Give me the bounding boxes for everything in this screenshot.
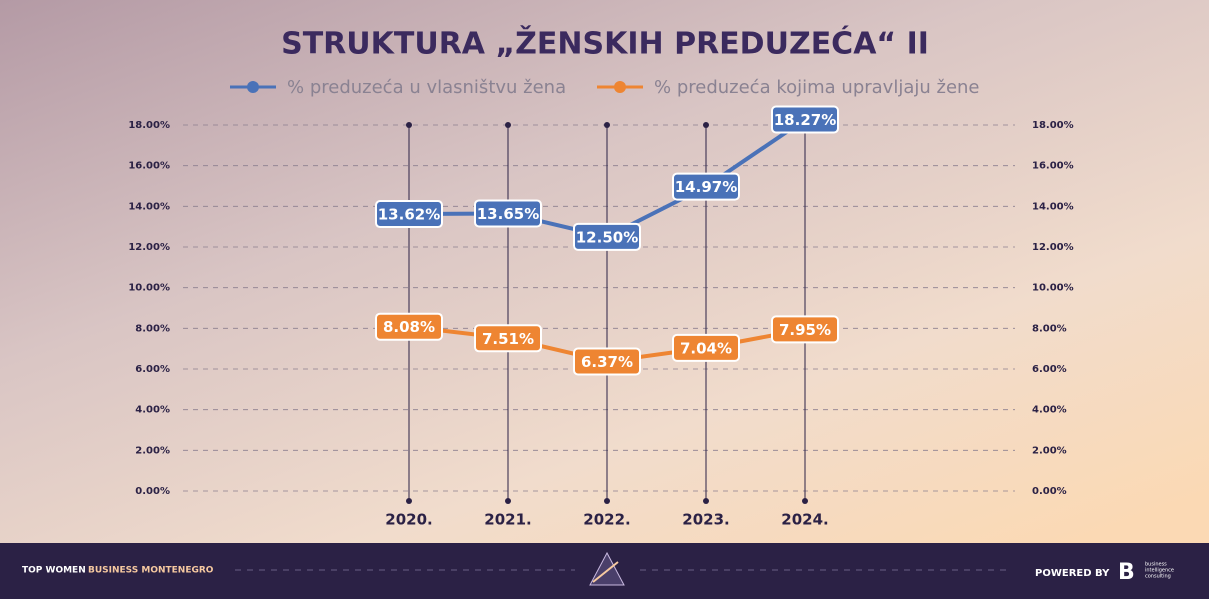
data-label-box (771, 105, 839, 134)
data-label-box (573, 347, 641, 376)
data-label: 13.62% (378, 206, 440, 224)
x-tick-label: 2022. (583, 511, 630, 529)
data-label: 7.51% (482, 330, 534, 348)
category-dot (604, 122, 610, 128)
data-label-box (474, 324, 542, 353)
y2-tick-label: 10.00% (1032, 283, 1074, 294)
y-tick-label: 8.00% (135, 323, 170, 334)
y-tick-label: 16.00% (128, 161, 170, 172)
y2-tick-label: 12.00% (1032, 242, 1074, 253)
y-tick-label: 6.00% (135, 364, 170, 375)
data-label: 18.27% (774, 111, 836, 129)
data-label: 14.97% (675, 178, 737, 196)
data-label-box (375, 200, 443, 229)
data-label: 13.65% (477, 205, 539, 223)
data-label-box (474, 199, 542, 228)
category-dot (703, 122, 709, 128)
y2-tick-label: 2.00% (1032, 445, 1067, 456)
x-tick-label: 2021. (484, 511, 531, 529)
footer-brand: TOP WOMEN (22, 566, 86, 576)
footer-logo-mark: B (1118, 560, 1135, 585)
x-tick-label: 2023. (682, 511, 729, 529)
footer-brand: BUSINESS MONTENEGRO (88, 566, 214, 576)
legend-label: % preduzeća kojima upravljaju žene (654, 77, 980, 98)
y-tick-label: 2.00% (135, 445, 170, 456)
y2-tick-label: 18.00% (1032, 120, 1074, 131)
y2-tick-label: 14.00% (1032, 201, 1074, 212)
legend-marker (614, 81, 626, 93)
data-label-box (573, 222, 641, 251)
category-dot (505, 122, 511, 128)
y-tick-label: 14.00% (128, 201, 170, 212)
y2-tick-label: 4.00% (1032, 405, 1067, 416)
category-dot (604, 498, 610, 504)
footer-logo (592, 561, 619, 583)
legend-label: % preduzeća u vlasništvu žena (287, 77, 566, 98)
category-dot (505, 498, 511, 504)
y-tick-label: 4.00% (135, 405, 170, 416)
data-label-box (375, 312, 443, 341)
footer-logo-text: intelligence (1145, 568, 1174, 574)
footer-logo-text: business (1145, 562, 1167, 568)
data-label-box (771, 315, 839, 344)
category-dot (802, 498, 808, 504)
y-tick-label: 18.00% (128, 120, 170, 131)
data-label: 7.04% (680, 339, 732, 357)
y-tick-label: 12.00% (128, 242, 170, 253)
footer-powered: POWERED BY (1035, 568, 1110, 579)
data-label: 12.50% (576, 228, 638, 246)
data-label: 8.08% (383, 318, 435, 336)
x-tick-label: 2020. (385, 511, 432, 529)
y2-tick-label: 0.00% (1032, 486, 1067, 497)
y2-tick-label: 16.00% (1032, 161, 1074, 172)
legend-marker (247, 81, 259, 93)
y2-tick-label: 6.00% (1032, 364, 1067, 375)
chart-title: STRUKTURA „ŽENSKIH PREDUZEĆA“ II (281, 25, 929, 62)
data-label-box (672, 333, 740, 362)
y-tick-label: 0.00% (135, 486, 170, 497)
data-label: 7.95% (779, 321, 831, 339)
y2-tick-label: 8.00% (1032, 323, 1067, 334)
x-tick-label: 2024. (781, 511, 828, 529)
category-dot (406, 122, 412, 128)
category-dot (406, 498, 412, 504)
y-tick-label: 10.00% (128, 283, 170, 294)
footer-logo-text: consulting (1145, 574, 1171, 580)
data-label: 6.37% (581, 353, 633, 371)
data-label-box (672, 172, 740, 201)
category-dot (703, 498, 709, 504)
